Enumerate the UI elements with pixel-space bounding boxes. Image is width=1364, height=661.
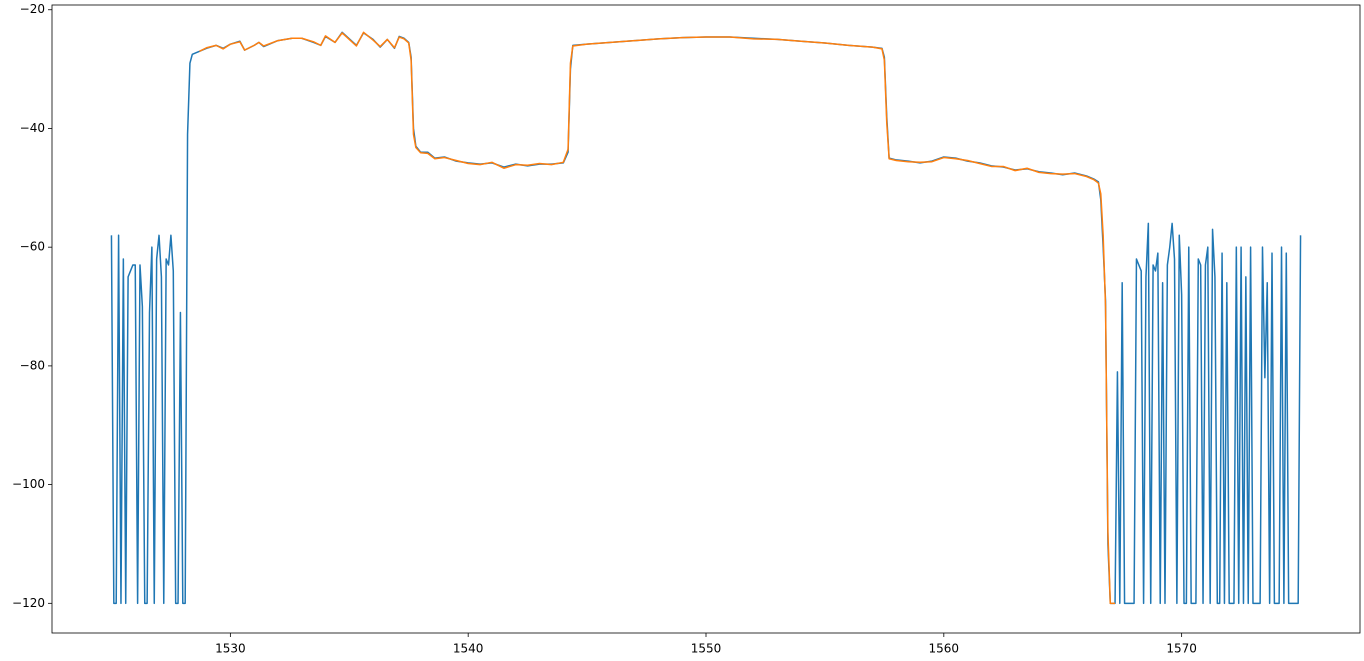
y-tick-label: −100 [12,477,45,491]
data-line [110,31,1302,605]
y-tick-label: −20 [20,2,45,16]
y-tick-label: −120 [12,596,45,610]
x-tick-label: 1550 [691,642,722,656]
x-tick-label: 1570 [1166,642,1197,656]
x-tick-label: 1560 [929,642,960,656]
y-tick-label: −40 [20,121,45,135]
y-tick-label: −60 [20,240,45,254]
data-line [199,31,1116,605]
plot-frame [51,4,1361,634]
x-tick-label: 1530 [215,642,246,656]
x-tick-label: 1540 [453,642,484,656]
y-tick-label: −80 [20,358,45,372]
